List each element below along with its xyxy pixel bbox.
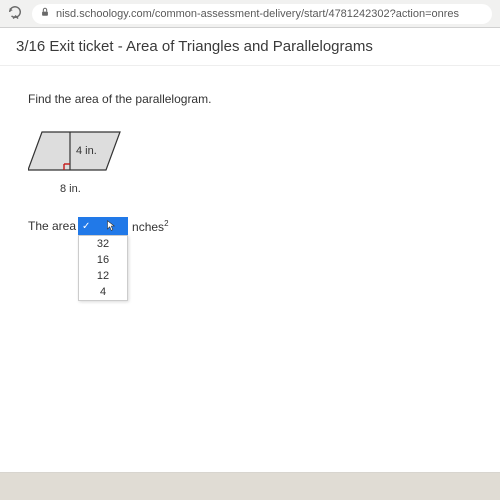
answer-row: The area ✓ 32 16 12 4 nches2 (28, 217, 472, 301)
dropdown-option[interactable]: 16 (79, 252, 127, 268)
answer-dropdown[interactable]: ✓ 32 16 12 4 (78, 217, 128, 301)
url-bar[interactable]: nisd.schoology.com/common-assessment-del… (32, 4, 492, 24)
suffix-exponent: 2 (164, 219, 168, 228)
check-icon: ✓ (82, 221, 90, 232)
dropdown-selected[interactable]: ✓ (78, 217, 128, 235)
dropdown-option[interactable]: 32 (79, 236, 127, 252)
dropdown-option[interactable]: 12 (79, 268, 127, 284)
question-prompt: Find the area of the parallelogram. (28, 92, 472, 106)
dropdown-option[interactable]: 4 (79, 284, 127, 300)
bottom-strip (0, 473, 500, 500)
parallelogram-shape (28, 132, 120, 170)
lock-icon (40, 7, 50, 20)
page-title: 3/16 Exit ticket - Area of Triangles and… (16, 38, 484, 55)
page-header: 3/16 Exit ticket - Area of Triangles and… (0, 28, 500, 66)
dropdown-list: 32 16 12 4 (78, 235, 128, 301)
answer-suffix: nches2 (132, 217, 168, 234)
height-label: 4 in. (76, 145, 97, 157)
parallelogram-figure: 4 in. 8 in. (28, 130, 472, 195)
question-area: Find the area of the parallelogram. 4 in… (0, 66, 500, 327)
answer-prefix: The area (28, 217, 76, 233)
cursor-icon (106, 219, 118, 233)
url-text: nisd.schoology.com/common-assessment-del… (56, 8, 459, 20)
content-wrapper: 3/16 Exit ticket - Area of Triangles and… (0, 28, 500, 473)
browser-toolbar: nisd.schoology.com/common-assessment-del… (0, 0, 500, 28)
suffix-text: nches (132, 220, 164, 234)
base-label: 8 in. (60, 183, 472, 195)
refresh-icon[interactable] (8, 5, 22, 22)
